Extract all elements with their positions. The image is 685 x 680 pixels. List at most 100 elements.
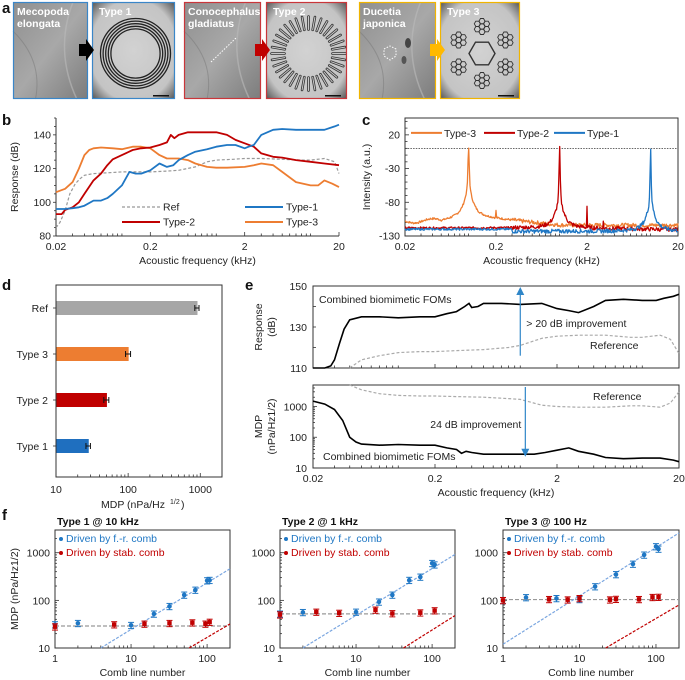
y-tick-label: -30 [385,163,400,175]
series-line-type-2 [56,131,340,215]
y-tick-label: 100 [32,595,50,607]
comb-finger-inner [289,20,297,34]
data-point-fr-comb [128,622,134,628]
bar-type-1 [56,439,89,453]
legend-label: Type-2 [163,217,195,229]
x-tick-label: 100 [198,653,216,665]
data-point-fr-comb [181,592,187,598]
x-tick-label: 100 [119,484,137,496]
data-point-stab-comb [650,595,655,600]
y-tick-label: 140 [33,129,51,141]
spiral-ring [99,17,172,90]
hexagon-element [459,34,467,41]
hexagon-element [468,41,496,66]
panel-label-e: e [245,277,253,294]
y-tick-label: 20 [388,129,400,141]
plot-frame [279,529,456,649]
image-caption: Type 1 [99,6,132,18]
hexagon-element [483,74,491,81]
panel-b-frequency-response-chart: 80 100 120 140 0.02 0.2 2 20 Acoustic frequency … [9,117,345,267]
bottom-series-combined [312,400,680,463]
fit-line-stab [188,623,231,649]
comb-finger-inner [295,18,301,32]
device-micrograph [266,2,347,99]
category-label: Ref [32,303,48,315]
x-tick-label: 10 [50,484,62,496]
data-point-fr-comb [376,599,382,605]
comb-finger-inner [323,24,333,36]
panel-a-image-2: Type 1 [91,1,176,100]
surface-texture [12,30,38,100]
data-point-stab-comb [142,621,147,627]
data-point-fr-comb [592,584,598,589]
data-point-stab-comb [373,607,378,613]
y-axis-label: (dB) [266,317,278,337]
legend-label: Type-3 [444,128,476,140]
data-point-stab-comb [500,598,506,603]
fit-line-fr [302,553,456,649]
y-tick-label: 10 [263,643,275,655]
chart-title: Type 3 @ 100 Hz [505,516,587,528]
y-tick-label: 1000 [475,548,499,560]
legend-label: Driven by stab. comb [66,547,165,559]
y-tick-label: 120 [33,163,51,175]
data-point-stab-comb [656,594,661,600]
data-point-fr-comb [353,609,359,615]
data-point-fr-comb [418,574,423,580]
y-tick-label: 100 [257,595,275,607]
image-caption: gladiatus [188,18,234,30]
comb-finger-inner [316,18,322,32]
panel-label-f: f [2,507,8,524]
fit-line-stab [403,615,456,649]
x-tick-label: 0.02 [395,241,416,253]
data-point-stab-comb [390,611,395,616]
x-axis-label: MDP (nPa/Hz [101,499,165,511]
x-axis-label: Comb line number [548,667,634,679]
y-axis-label: Response (dB) [9,142,21,212]
data-point-stab-comb [565,597,570,602]
insect-sem-image [13,2,88,99]
plot-frame [404,117,679,237]
data-point-fr-comb [193,587,198,593]
scale-bar [498,95,514,97]
panel-label-b: b [2,112,11,129]
series-label-combined: Combined biomimetic FOMs [323,451,455,463]
scale-bar [153,95,169,97]
panel-c-spectrum-chart: -130 -80 -30 20 0.02 0.2 2 20 Acoustic frequency… [361,117,684,267]
x-tick-label: 1 [52,653,58,665]
spiral-ring [105,23,166,84]
data-point-stab-comb [418,610,423,615]
legend-label: Driven by f.-r. comb [291,533,382,545]
panel-label-a: a [2,0,11,17]
plot-frame [55,284,223,478]
comb-finger-inner [312,76,316,91]
spiracle-mark [401,56,407,64]
x-tick-label: 0.02 [303,473,324,485]
comb-finger-inner [320,20,328,34]
transition-arrow-icon [255,39,270,61]
y-tick-label: 10 [295,463,307,475]
image-caption: japonica [362,18,406,30]
data-point-stab-comb [167,621,172,626]
data-point-stab-comb [613,596,619,602]
panel-label-d: d [2,277,11,294]
x-tick-label: 20 [672,241,684,253]
comb-finger-inner [273,61,287,67]
x-tick-label: 0.02 [46,241,67,253]
y-tick-label: 100 [289,432,307,444]
data-point-stab-comb [203,621,208,627]
y-tick-label: 10 [486,643,498,655]
comb-finger-inner [331,46,346,50]
y-tick-label: 10 [38,643,50,655]
comb-finger-inner [273,40,287,46]
legend-label: Type-2 [517,128,549,140]
data-point-stab-comb [577,596,582,601]
transition-arrow-icon [430,39,445,61]
